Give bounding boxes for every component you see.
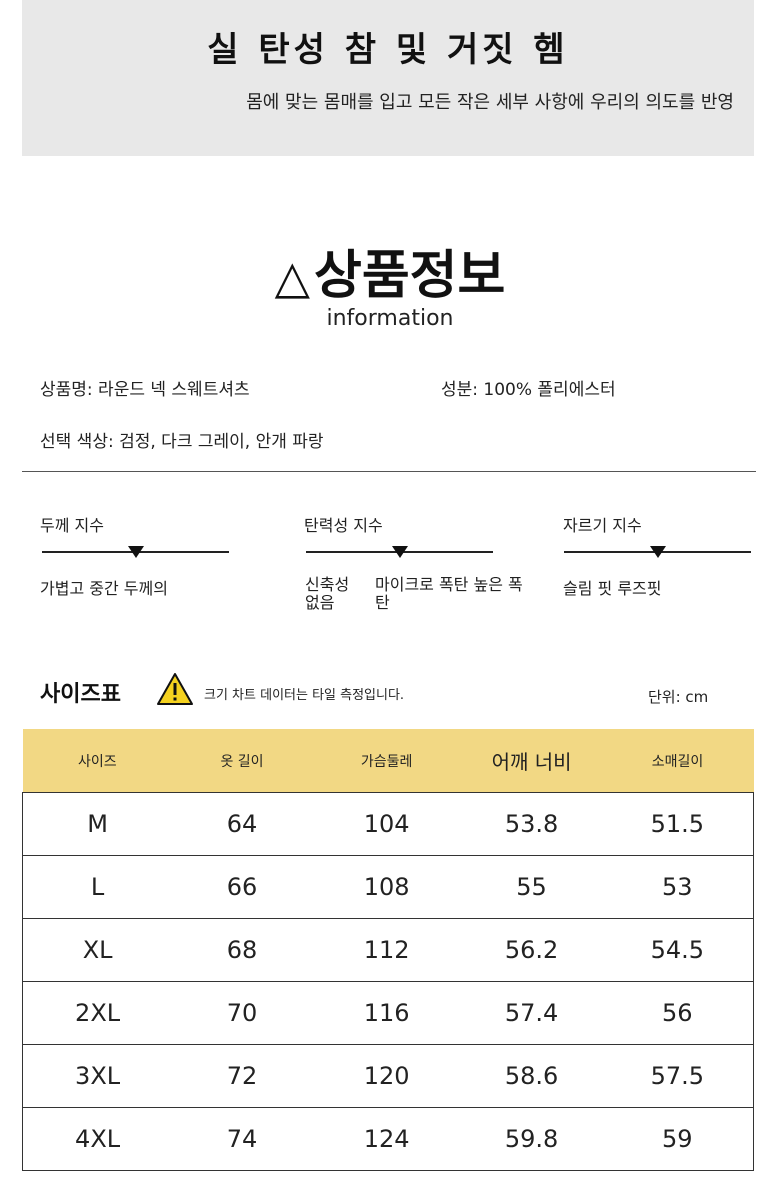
size-chart-unit: 단위: cm xyxy=(648,688,709,706)
table-cell: 64 xyxy=(172,792,312,856)
table-row: 3XL 72 120 58.6 57.5 xyxy=(22,1044,754,1108)
product-name: 상품명: 라운드 넥 스웨트셔츠 xyxy=(40,380,250,400)
elasticity-index-label: 탄력성 지수 xyxy=(304,516,383,535)
size-chart-title: 사이즈표 xyxy=(40,682,121,707)
top-banner: 실 탄성 참 및 거짓 헴 몸에 맞는 몸매를 입고 모든 작은 세부 사항에 … xyxy=(22,0,754,156)
triangle-icon: △ xyxy=(274,250,310,304)
cut-index-label: 자르기 지수 xyxy=(563,516,642,535)
size-table-header: 사이즈 옷 길이 가슴둘레 어깨 너비 소매길이 xyxy=(22,729,754,793)
table-row: XL 68 112 56.2 54.5 xyxy=(22,918,754,982)
column-header-length: 옷 길이 xyxy=(172,729,312,793)
table-cell: 120 xyxy=(311,1044,462,1108)
product-material: 성분: 100% 폴리에스터 xyxy=(441,380,616,400)
table-cell: XL xyxy=(22,918,173,982)
table-cell: L xyxy=(22,855,173,919)
table-cell: 56.2 xyxy=(461,918,602,982)
table-cell: 2XL xyxy=(22,981,173,1045)
table-cell: 53.8 xyxy=(461,792,602,856)
table-cell: 124 xyxy=(311,1107,462,1171)
table-cell: 116 xyxy=(311,981,462,1045)
section-subtitle: information xyxy=(326,306,454,331)
banner-subtitle: 몸에 맞는 몸매를 입고 모든 작은 세부 사항에 우리의 의도를 반영 xyxy=(246,92,734,113)
table-cell: 112 xyxy=(311,918,462,982)
cut-index-marker xyxy=(649,546,666,558)
thickness-index-label: 두께 지수 xyxy=(40,516,104,535)
column-header-sleeve: 소매길이 xyxy=(601,729,754,793)
column-header-size: 사이즈 xyxy=(22,729,173,793)
table-cell: 68 xyxy=(172,918,312,982)
table-row: 2XL 70 116 57.4 56 xyxy=(22,981,754,1045)
table-cell: 72 xyxy=(172,1044,312,1108)
size-chart-note: 크기 차트 데이터는 타일 측정입니다. xyxy=(204,688,405,703)
table-cell: 56 xyxy=(601,981,754,1045)
table-cell: 66 xyxy=(172,855,312,919)
table-cell: 57.5 xyxy=(601,1044,754,1108)
banner-title: 실 탄성 참 및 거짓 헴 xyxy=(207,30,569,70)
table-cell: 104 xyxy=(311,792,462,856)
elasticity-index-value-high: 마이크로 폭탄 높은 폭탄 xyxy=(375,575,523,612)
product-colors: 선택 색상: 검정, 다크 그레이, 안개 파랑 xyxy=(40,432,324,452)
divider xyxy=(22,471,756,472)
cut-index-value: 슬림 핏 루즈핏 xyxy=(563,579,662,598)
table-cell: 59 xyxy=(601,1107,754,1171)
elasticity-index-marker xyxy=(391,546,408,558)
section-title: △상품정보 xyxy=(0,248,780,305)
table-cell: 57.4 xyxy=(461,981,602,1045)
table-cell: 51.5 xyxy=(601,792,754,856)
column-header-chest: 가슴둘레 xyxy=(311,729,462,793)
table-cell: 53 xyxy=(601,855,754,919)
elasticity-index-value-low: 신축성 없음 xyxy=(305,575,350,612)
thickness-index-value: 가볍고 중간 두께의 xyxy=(40,579,168,598)
table-cell: 74 xyxy=(172,1107,312,1171)
table-row: 4XL 74 124 59.8 59 xyxy=(22,1107,754,1171)
table-row: L 66 108 55 53 xyxy=(22,855,754,919)
table-cell: 58.6 xyxy=(461,1044,602,1108)
table-cell: 4XL xyxy=(22,1107,173,1171)
table-cell: 55 xyxy=(461,855,602,919)
table-row: M 64 104 53.8 51.5 xyxy=(22,792,754,856)
table-cell: 70 xyxy=(172,981,312,1045)
column-header-shoulder: 어깨 너비 xyxy=(461,729,602,793)
table-cell: 3XL xyxy=(22,1044,173,1108)
size-table: 사이즈 옷 길이 가슴둘레 어깨 너비 소매길이 M 64 104 53.8 5… xyxy=(22,729,754,1171)
table-cell: 59.8 xyxy=(461,1107,602,1171)
table-cell: 54.5 xyxy=(601,918,754,982)
thickness-index-marker xyxy=(127,546,144,558)
section-title-text: 상품정보 xyxy=(314,246,506,306)
table-cell: M xyxy=(22,792,173,856)
table-cell: 108 xyxy=(311,855,462,919)
warning-icon xyxy=(157,673,193,705)
